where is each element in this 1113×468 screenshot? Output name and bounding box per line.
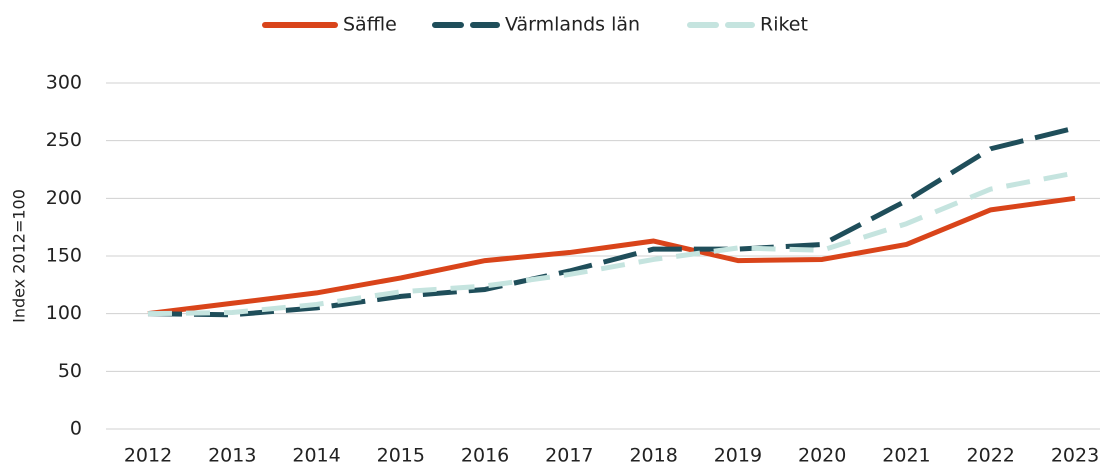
y-tick-label: 50 (58, 360, 82, 382)
x-tick-label: 2014 (292, 445, 340, 467)
y-tick-label: 100 (46, 302, 82, 324)
legend-label: Värmlands län (505, 14, 640, 36)
y-tick-label: 150 (46, 245, 82, 267)
x-tick-label: 2021 (882, 445, 930, 467)
y-tick-label: 300 (46, 72, 82, 94)
x-tick-label: 2022 (967, 445, 1015, 467)
series-line (147, 125, 1076, 318)
x-tick-label: 2017 (545, 445, 593, 467)
y-tick-label: 250 (46, 129, 82, 151)
y-tick-label: 0 (70, 418, 82, 440)
x-tick-label: 2018 (629, 445, 677, 467)
legend-label: Riket (760, 14, 808, 36)
x-tick-label: 2013 (208, 445, 256, 467)
series-line (147, 195, 1076, 317)
legend-label: Säffle (343, 14, 397, 36)
x-tick-label: 2012 (124, 445, 172, 467)
x-tick-label: 2023 (1051, 445, 1099, 467)
x-tick-label: 2015 (377, 445, 425, 467)
x-tick-label: 2020 (798, 445, 846, 467)
x-tick-label: 2016 (461, 445, 509, 467)
series-line (147, 170, 1076, 317)
y-axis-label: Index 2012=100 (10, 189, 29, 323)
y-tick-label: 200 (46, 187, 82, 209)
x-tick-label: 2019 (714, 445, 762, 467)
